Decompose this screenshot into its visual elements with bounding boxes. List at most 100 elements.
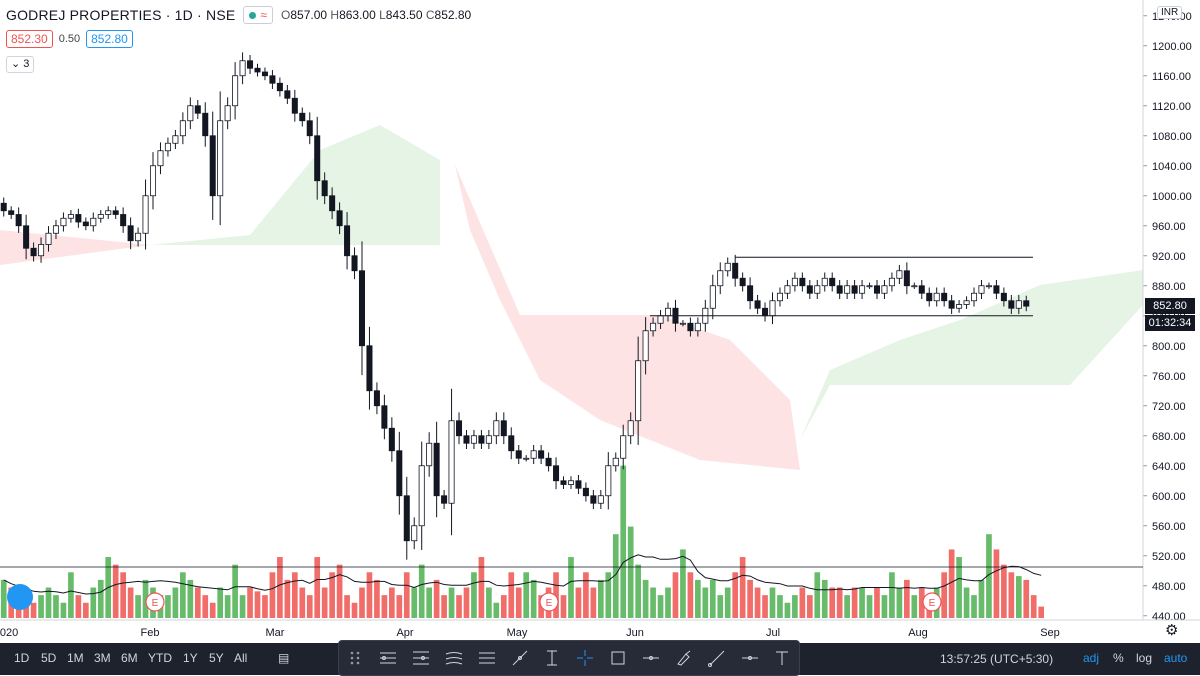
- candle-down: [388, 427, 395, 452]
- candle-down: [836, 285, 843, 294]
- candle-up: [978, 285, 985, 294]
- buy-price-button[interactable]: 852.80: [86, 30, 133, 48]
- timeframe-3m[interactable]: 3M: [94, 651, 111, 665]
- volume-bar: [904, 579, 910, 618]
- fib-extension-icon[interactable]: [409, 647, 433, 669]
- volume-bar: [389, 587, 395, 618]
- volume-bar: [75, 595, 82, 618]
- volume-bar: [478, 557, 485, 618]
- x-tick-label: Aug: [908, 627, 928, 639]
- volume-bar: [948, 549, 955, 618]
- candle-down: [941, 292, 948, 302]
- candle-down: [732, 262, 739, 279]
- crosshair-icon[interactable]: [573, 647, 597, 669]
- auto-toggle[interactable]: auto: [1164, 651, 1188, 665]
- symbol-title[interactable]: GODREJ PROPERTIES · 1D · NSE: [6, 7, 236, 23]
- volume-bar: [881, 595, 888, 618]
- fib-retracement-icon[interactable]: [376, 647, 400, 669]
- candle-down: [799, 277, 806, 287]
- candle-down: [291, 97, 298, 114]
- sell-price-button[interactable]: 852.30: [6, 30, 53, 48]
- candle-up: [620, 435, 627, 459]
- volume-bar: [687, 572, 694, 618]
- candle-up: [90, 217, 97, 227]
- volume-bar: [314, 557, 321, 618]
- date-range-icon[interactable]: ▤: [278, 651, 290, 665]
- candle-up: [717, 270, 724, 287]
- timeframe-all[interactable]: All: [234, 651, 248, 665]
- candle-up: [642, 330, 649, 362]
- volume-bar: [695, 579, 701, 618]
- candle-down: [948, 300, 955, 309]
- text-tool-icon[interactable]: [770, 647, 794, 669]
- volume-ma-line: [3, 554, 1042, 595]
- timeframe-6m[interactable]: 6M: [121, 651, 138, 665]
- indicators-toggle[interactable]: ⌄ 3: [6, 56, 35, 73]
- volume-bar: [889, 572, 895, 618]
- fib-channel-icon[interactable]: [442, 647, 466, 669]
- timeframe-ytd[interactable]: YTD: [148, 651, 172, 665]
- candle-up: [105, 210, 112, 215]
- volume-bar: [209, 602, 216, 618]
- candle-up: [217, 120, 224, 197]
- ray-icon[interactable]: [705, 647, 729, 669]
- parallel-lines-icon[interactable]: [475, 647, 499, 669]
- volume-bar: [724, 587, 731, 618]
- volume-bar: [441, 595, 447, 618]
- timeframe-1y[interactable]: 1Y: [183, 651, 198, 665]
- gear-icon[interactable]: ⚙: [1165, 622, 1179, 639]
- candle-down: [247, 60, 254, 69]
- candle-down: [903, 270, 910, 287]
- volume-bar: [1015, 576, 1022, 618]
- trend-line-icon[interactable]: [508, 647, 532, 669]
- timeframe-1d[interactable]: 1D: [14, 651, 30, 665]
- candle-down: [329, 195, 336, 212]
- candle-down: [441, 495, 448, 504]
- cloud-bear-2: [455, 165, 800, 470]
- volume-bar: [821, 579, 828, 618]
- timeframe-1m[interactable]: 1M: [67, 651, 84, 665]
- candle-down: [366, 345, 373, 392]
- candle-down: [687, 322, 694, 332]
- candle-up: [971, 292, 978, 302]
- volume-bar: [956, 557, 962, 618]
- candle-up: [45, 232, 52, 245]
- cloud-bear-1: [0, 230, 150, 265]
- percent-toggle[interactable]: %: [1113, 651, 1124, 665]
- tradingview-logo: [7, 584, 33, 610]
- candle-up: [485, 435, 492, 444]
- log-toggle[interactable]: log: [1136, 651, 1153, 665]
- brush-icon[interactable]: [672, 647, 696, 669]
- horizontal-ray-icon[interactable]: [738, 647, 762, 669]
- clock[interactable]: 13:57:25 (UTC+5:30): [940, 652, 1054, 666]
- volume-bar: [247, 587, 253, 618]
- candle-up: [135, 232, 142, 242]
- market-status-badge[interactable]: ≈: [243, 6, 273, 24]
- volume-bar: [717, 595, 724, 618]
- horizontal-line-icon[interactable]: [639, 647, 663, 669]
- drag-handle-icon[interactable]: [343, 647, 367, 669]
- rectangle-icon[interactable]: [606, 647, 630, 669]
- candle-down: [112, 210, 119, 215]
- candle-up: [411, 525, 418, 542]
- candle-up: [791, 277, 798, 287]
- y-tick-label: 720.00: [1152, 401, 1186, 413]
- candle-down: [269, 75, 276, 84]
- candle-down: [381, 405, 388, 429]
- x-tick-label: Jul: [766, 627, 780, 639]
- volume-bar: [560, 595, 567, 618]
- candle-down: [515, 450, 522, 459]
- volume-bar: [941, 572, 948, 618]
- timeframe-5d[interactable]: 5D: [41, 651, 57, 665]
- timeframe-5y[interactable]: 5Y: [209, 651, 224, 665]
- volume-bar: [612, 534, 619, 618]
- candle-down: [336, 210, 343, 227]
- candle-up: [567, 480, 574, 485]
- adj-toggle[interactable]: adj: [1083, 651, 1100, 665]
- vertical-ray-icon[interactable]: [540, 647, 564, 669]
- candle-up: [187, 105, 194, 122]
- chart-legend: GODREJ PROPERTIES · 1D · NSE ≈ O857.00 H…: [6, 6, 471, 24]
- currency-badge[interactable]: INR: [1157, 6, 1183, 19]
- volume-bar: [90, 587, 97, 618]
